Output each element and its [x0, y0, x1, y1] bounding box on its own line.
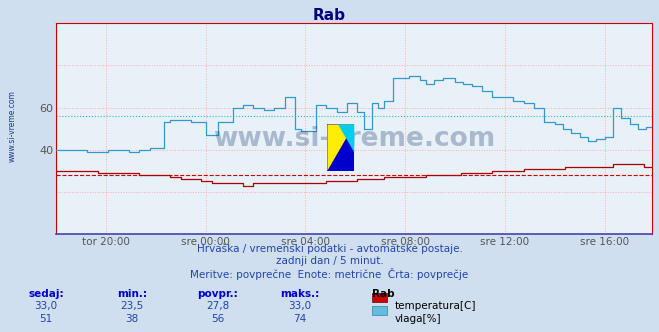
Text: sedaj:: sedaj:: [28, 289, 64, 299]
Text: zadnji dan / 5 minut.: zadnji dan / 5 minut.: [275, 256, 384, 266]
Text: 23,5: 23,5: [120, 301, 144, 311]
Text: Hrvaška / vremenski podatki - avtomatske postaje.: Hrvaška / vremenski podatki - avtomatske…: [196, 243, 463, 254]
Polygon shape: [328, 124, 355, 171]
Text: Rab: Rab: [313, 8, 346, 23]
Polygon shape: [328, 124, 355, 152]
Text: 33,0: 33,0: [288, 301, 312, 311]
Text: maks.:: maks.:: [280, 289, 320, 299]
Text: 27,8: 27,8: [206, 301, 229, 311]
Text: Rab: Rab: [372, 289, 395, 299]
Text: 56: 56: [211, 314, 224, 324]
Text: 74: 74: [293, 314, 306, 324]
Text: 51: 51: [40, 314, 53, 324]
Text: vlaga[%]: vlaga[%]: [395, 314, 442, 324]
Text: www.si-vreme.com: www.si-vreme.com: [213, 126, 496, 152]
Text: min.:: min.:: [117, 289, 147, 299]
Text: www.si-vreme.com: www.si-vreme.com: [8, 90, 17, 162]
Text: temperatura[C]: temperatura[C]: [395, 301, 476, 311]
Bar: [328, 124, 355, 171]
Text: 38: 38: [125, 314, 138, 324]
Text: povpr.:: povpr.:: [197, 289, 238, 299]
Text: Meritve: povprečne  Enote: metrične  Črta: povprečje: Meritve: povprečne Enote: metrične Črta:…: [190, 268, 469, 280]
Text: 33,0: 33,0: [34, 301, 58, 311]
